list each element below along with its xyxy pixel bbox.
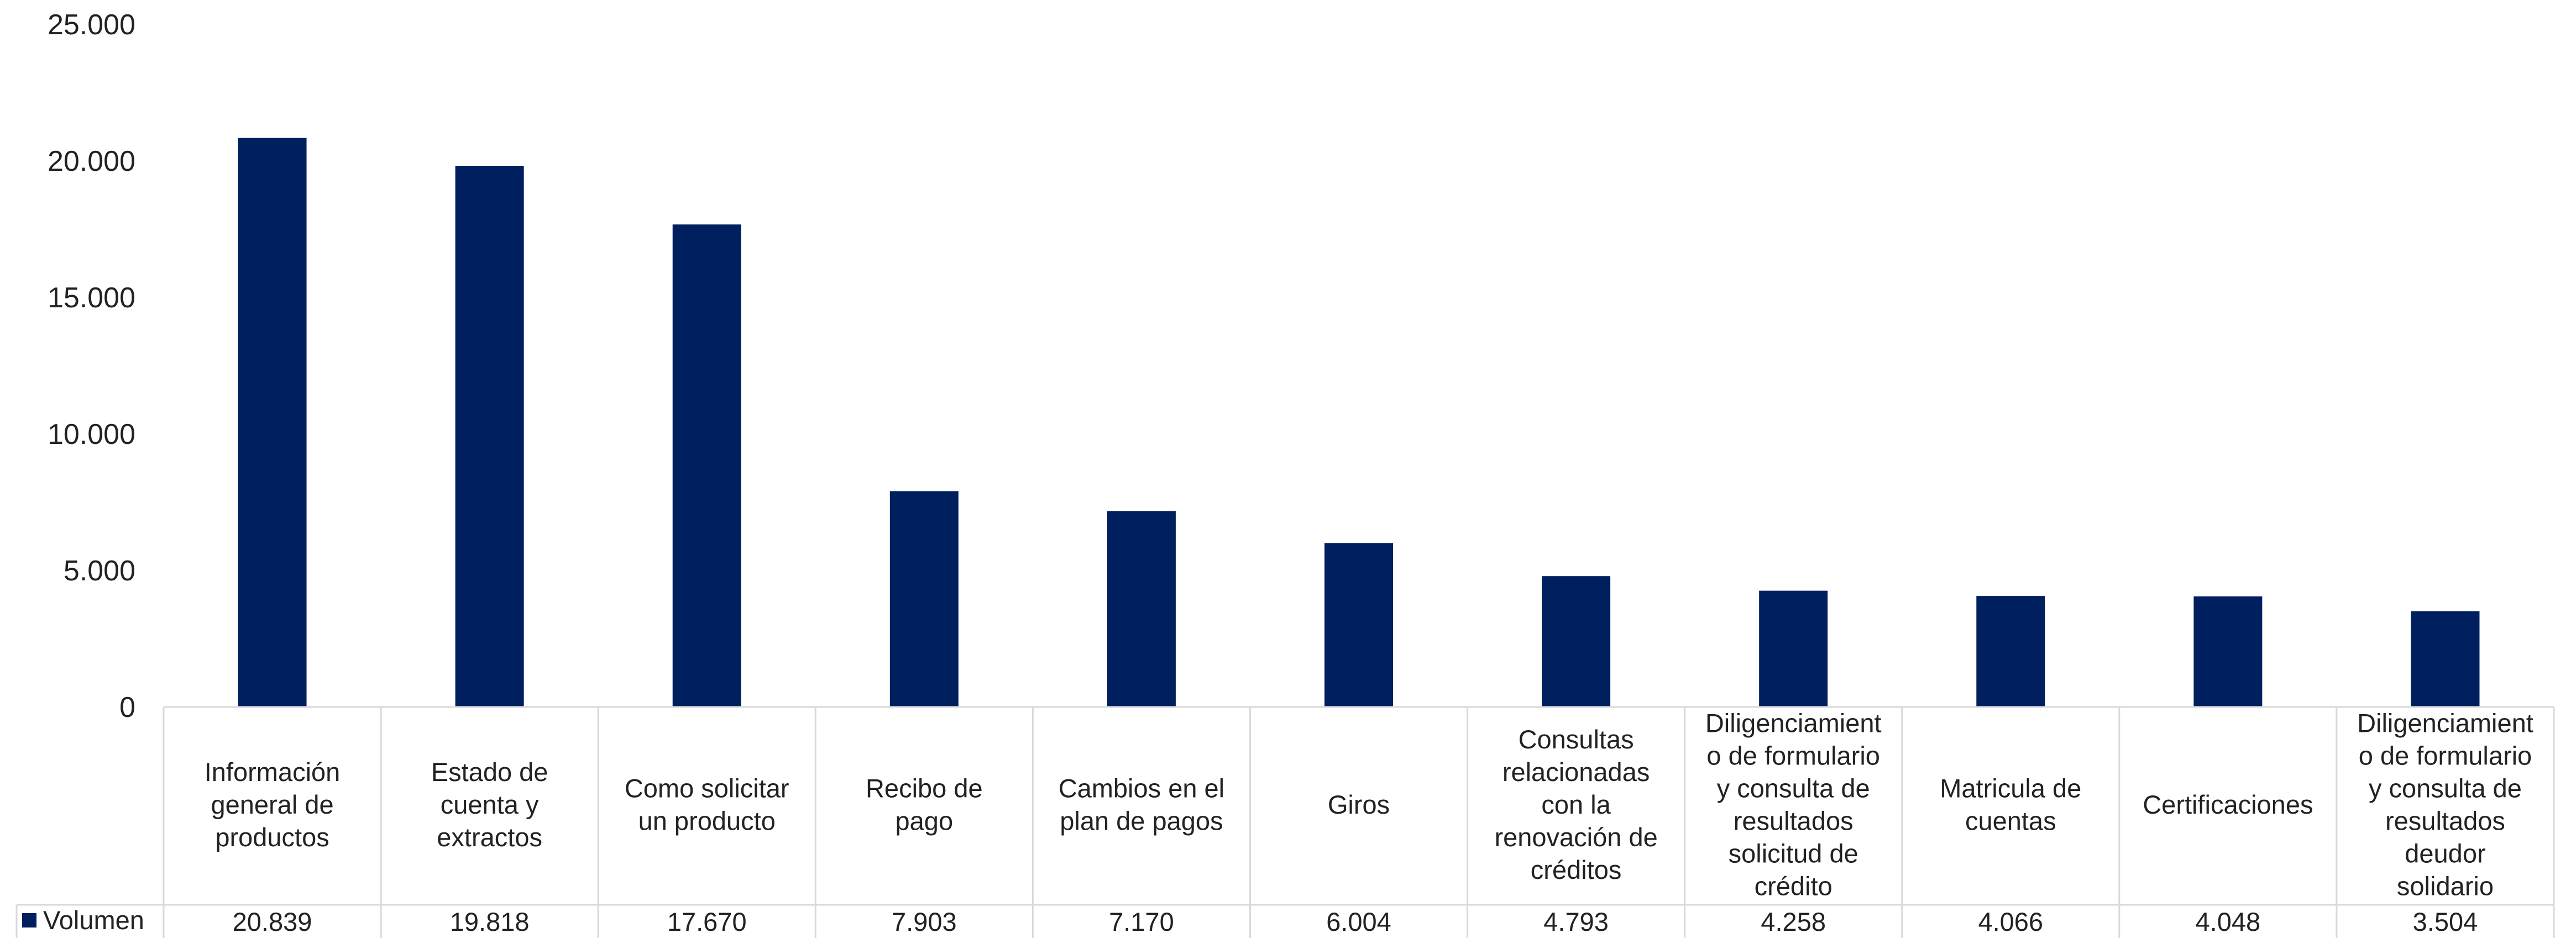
bar (1107, 511, 1176, 707)
category-label-line: deudor (2405, 839, 2485, 868)
category-label-line: renovación de (1494, 822, 1657, 852)
data-table-legend: Volumen (22, 905, 144, 935)
bar (672, 224, 741, 707)
category-label-line: crédito (1755, 872, 1832, 901)
y-tick-label: 5.000 (64, 555, 135, 587)
value-label: 6.004 (1326, 907, 1391, 936)
value-label: 17.670 (667, 907, 747, 936)
bar (889, 491, 959, 707)
value-labels: 20.839 19.818 17.670 7.903 7.170 6.004 4.793 4.… (233, 907, 2478, 936)
category-label-line: y consulta de (2369, 774, 2522, 803)
category-label-line: extractos (437, 822, 542, 852)
category-label: Certificaciones (2143, 790, 2313, 819)
category-label: Cambios en el plan de pagos (1059, 774, 1224, 836)
category-label: Estado de cuenta y extractos (431, 757, 548, 852)
category-label-line: o de formulario (2359, 741, 2532, 771)
category-label-line: Recibo de (866, 774, 983, 803)
y-tick-label: 0 (119, 691, 135, 724)
value-label: 7.170 (1109, 907, 1174, 936)
value-label: 3.504 (2413, 907, 2478, 936)
data-table-grid (15, 706, 2555, 938)
bars (238, 138, 2480, 707)
bar (1759, 590, 1828, 707)
category-label-line: un producto (638, 806, 776, 836)
category-label: Giros (1328, 790, 1390, 819)
category-label-line: resultados (1734, 806, 1854, 836)
category-label-line: resultados (2385, 806, 2505, 836)
bar (1976, 596, 2045, 707)
bar (238, 138, 307, 707)
legend-label-volumen: Volumen (43, 905, 144, 935)
value-label: 4.066 (1978, 907, 2043, 936)
category-label-line: Giros (1328, 790, 1390, 819)
value-label: 20.839 (233, 907, 312, 936)
category-label-line: general de (211, 790, 333, 819)
category-label: Como solicitar un producto (625, 774, 789, 836)
category-label-line: con la (1541, 790, 1611, 819)
category-label-line: relacionadas (1502, 757, 1650, 787)
category-label: Diligenciamient o de formulario y consulta… (1705, 709, 1882, 901)
category-label-line: cuenta y (441, 790, 539, 819)
y-tick-label: 20.000 (48, 145, 135, 177)
bar (1542, 576, 1611, 707)
value-label: 4.258 (1761, 907, 1826, 936)
category-label: Matricula de cuentas (1940, 774, 2081, 836)
category-label-line: solicitud de (1729, 839, 1858, 868)
category-label-line: y consulta de (1717, 774, 1870, 803)
category-label-line: Diligenciamient (2357, 709, 2533, 738)
bar (2411, 611, 2480, 707)
legend-key-volumen (22, 913, 36, 927)
value-label: 19.818 (450, 907, 530, 936)
category-label-line: pago (896, 806, 954, 836)
category-label-line: plan de pagos (1060, 806, 1223, 836)
bar (455, 165, 524, 707)
category-label-line: Diligenciamient (1705, 709, 1882, 738)
category-label-line: productos (215, 822, 329, 852)
bar (1324, 543, 1393, 707)
category-label-line: Certificaciones (2143, 790, 2313, 819)
value-label: 4.048 (2196, 907, 2261, 936)
category-label-line: cuentas (1965, 806, 2056, 836)
category-label-line: Información (205, 757, 341, 787)
category-label: Recibo de pago (866, 774, 983, 836)
y-tick-label: 10.000 (48, 418, 135, 450)
y-axis: 0 5.000 10.000 15.000 20.000 25.000 (48, 9, 135, 724)
category-label-line: Matricula de (1940, 774, 2081, 803)
category-label: Consultas relacionadas con la renovación de… (1494, 725, 1657, 884)
category-label: Información general de productos (205, 757, 341, 852)
y-tick-label: 15.000 (48, 282, 135, 314)
value-label: 7.903 (892, 907, 957, 936)
category-label-line: Consultas (1519, 725, 1634, 754)
category-label-line: o de formulario (1706, 741, 1880, 771)
category-labels: Información general de productos Estado de c… (205, 709, 2533, 901)
y-tick-label: 25.000 (48, 9, 135, 41)
category-label-line: créditos (1531, 855, 1622, 884)
bar (2193, 596, 2263, 707)
category-label-line: Estado de (431, 757, 548, 787)
value-label: 4.793 (1543, 907, 1609, 936)
category-label: Diligenciamient o de formulario y consulta… (2357, 709, 2533, 901)
category-label-line: Cambios en el (1059, 774, 1224, 803)
category-label-line: Como solicitar (625, 774, 789, 803)
category-label-line: solidario (2397, 872, 2494, 901)
